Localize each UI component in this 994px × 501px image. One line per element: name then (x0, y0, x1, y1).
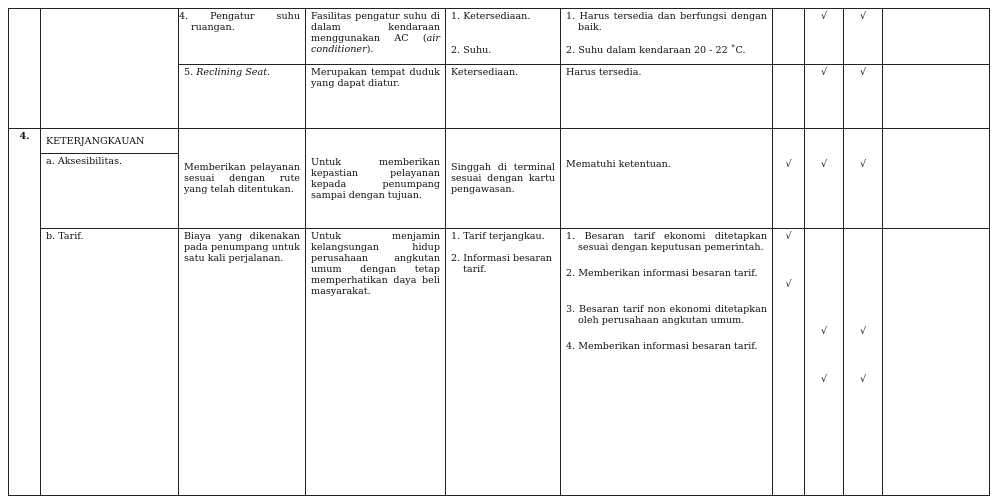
item-cell: b. Tarif. (40, 228, 179, 496)
tolok-ukur-cell: Harus tersedia. (560, 64, 773, 129)
check-mark: √ (785, 279, 792, 290)
check-cell (772, 8, 805, 65)
table-row: b. Tarif. Biaya yang dikenakan pada penu… (9, 228, 990, 496)
standar-pelayanan-table: 4. Pengatur suhu ruangan. Fasilitas peng… (8, 8, 990, 496)
item-cell: 5. Reclining Seat. (178, 64, 306, 129)
check-cell: √ (843, 8, 883, 65)
no-cell (8, 8, 41, 129)
tujuan-cell: Untuk menjamin kelangsungan hidup perusa… (305, 228, 446, 496)
check-cell: √ √ (843, 228, 883, 496)
keterangan-cell (882, 128, 990, 229)
check-mark: √ (785, 231, 792, 242)
keterangan-cell (882, 64, 990, 129)
indikator-cell: 1. Ketersediaan. 2. Suhu. (445, 8, 561, 65)
aspek-cell (40, 8, 179, 129)
check-cell: √ √ (772, 228, 805, 496)
indikator-cell: Singgah di terminal sesuai dengan kartu … (445, 128, 561, 229)
check-cell: √ (804, 128, 844, 229)
check-mark: √ (820, 374, 828, 385)
indikator-cell: 1. Tarif terjangkau. 2. Informasi besara… (445, 228, 561, 496)
definisi-cell: Fasilitas pengatur suhu di dalam kendara… (305, 8, 446, 65)
tolok-ukur-cell: 1. Harus tersedia dan berfungsi dengan b… (560, 8, 773, 65)
check-cell: √ √ (804, 228, 844, 496)
check-cell (772, 64, 805, 129)
no-cell: 4. (8, 128, 41, 496)
tolok-ukur-cell: 1. Besaran tarif ekonomi ditetapkan sesu… (560, 228, 773, 496)
item-cell: 4. Pengatur suhu ruangan. (178, 8, 306, 65)
check-cell: √ (843, 64, 883, 129)
check-cell: √ (772, 128, 805, 229)
check-mark: √ (820, 326, 828, 337)
check-cell: √ (804, 8, 844, 65)
uraian-cell: Memberikan pelayanan sesuai dengan rute … (178, 128, 306, 229)
indikator-cell: Ketersediaan. (445, 64, 561, 129)
check-mark: √ (859, 326, 867, 337)
tolok-ukur-cell: Mematuhi ketentuan. (560, 128, 773, 229)
definisi-cell: Merupakan tempat duduk yang dapat diatur… (305, 64, 446, 129)
aspek-title: KETERJANGKAUAN (40, 128, 179, 154)
table-row: a. Aksesibilitas. (9, 153, 990, 229)
table-row: 4. KETERJANGKAUAN Memberikan pelayanan s… (8, 128, 990, 496)
keterangan-cell (882, 228, 990, 496)
check-mark: √ (859, 374, 867, 385)
check-cell: √ (804, 64, 844, 129)
table-row: 4. Pengatur suhu ruangan. Fasilitas peng… (8, 8, 990, 129)
keterangan-cell (882, 8, 990, 65)
item-cell: a. Aksesibilitas. (40, 153, 179, 229)
tujuan-cell: Untuk memberikan kepastian pelayanan kep… (305, 128, 446, 229)
uraian-cell: Biaya yang dikenakan pada penumpang untu… (178, 228, 306, 496)
check-cell: √ (843, 128, 883, 229)
